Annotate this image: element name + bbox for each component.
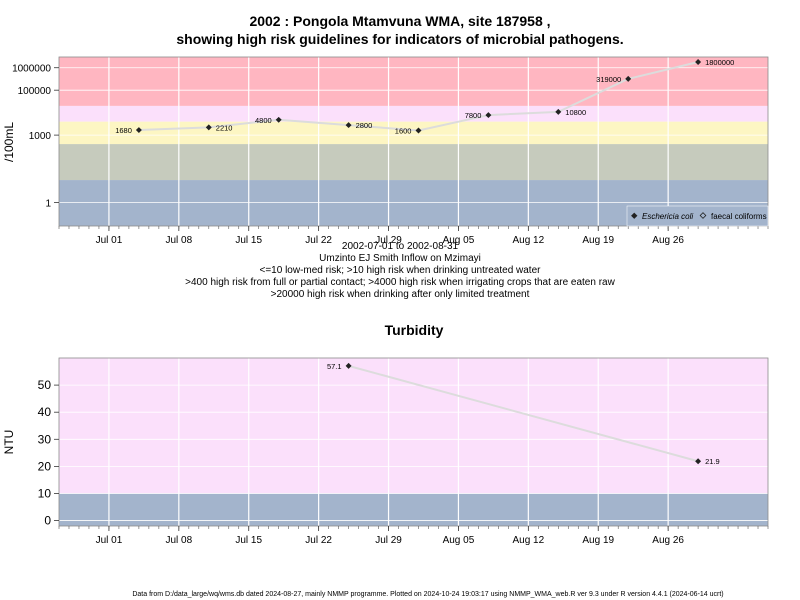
x-tick-label: Jul 15 <box>235 235 262 246</box>
data-label: 10800 <box>565 108 586 117</box>
x-tick-label: Jul 15 <box>235 535 262 546</box>
data-label: 1600 <box>395 127 412 136</box>
y-tick-label: 1 <box>45 199 51 210</box>
risk-band-5 <box>59 57 768 106</box>
legend: Eschericia coli faecal coliforms <box>626 205 769 227</box>
axes: Jul 01 Jul 08 Jul 15 Jul 22 Jul 29 Aug 05 Aug … <box>12 56 769 246</box>
x-tick-label: Jul 08 <box>165 535 192 546</box>
risk-note-3: >20000 high risk when drinking after onl… <box>271 289 530 300</box>
series-line-0 <box>348 364 699 463</box>
x-tick-label: Jul 29 <box>375 535 402 546</box>
x-tick-label: Aug 26 <box>652 235 684 246</box>
legend-marker-faecal <box>699 212 707 219</box>
risk-band-2 <box>59 144 768 181</box>
x-tick-label: Aug 12 <box>512 535 544 546</box>
y-tick-label: 1000000 <box>12 64 51 75</box>
data-label: 2210 <box>216 123 233 132</box>
x-tick-label: Aug 26 <box>652 535 684 546</box>
grid-lines <box>59 57 768 226</box>
data-label: 1800000 <box>705 58 734 67</box>
data-label: 7800 <box>465 111 482 120</box>
data-label: 21.9 <box>705 457 720 466</box>
y-tick-label: 40 <box>38 405 52 419</box>
x-tick-label: Jul 22 <box>305 235 332 246</box>
x-tick-label: Aug 05 <box>443 535 475 546</box>
x-tick-label: Jul 08 <box>165 235 192 246</box>
grid-lines <box>59 358 768 526</box>
y-axis-label-turbidity: NTU <box>2 430 16 455</box>
footer-note: Data from D:/data_large/wq/wms.db dated … <box>132 591 723 598</box>
data-point <box>695 458 702 465</box>
axes: Jul 01 Jul 08 Jul 15 Jul 22 Jul 29 Aug 05 Aug … <box>38 357 769 546</box>
data-label: 57.1 <box>327 362 342 371</box>
legend-box <box>626 205 769 227</box>
risk-band-3 <box>59 121 768 145</box>
plot-frame <box>58 56 769 227</box>
microbial-chart-panel: 1680 2210 4800 2800 1600 7800 10800 319000 18000… <box>2 56 769 246</box>
y-tick-label: 50 <box>38 378 52 392</box>
data-points <box>345 362 702 465</box>
risk-note-2: >400 high risk from full or partial cont… <box>185 277 615 288</box>
risk-band-1 <box>59 493 768 526</box>
data-point <box>205 124 212 131</box>
y-tick-label: 1000 <box>29 131 52 142</box>
plot-frame <box>58 357 769 527</box>
x-tick-label: Aug 19 <box>582 535 614 546</box>
site-name-note: Umzinto EJ Smith Inflow on Mzimayi <box>319 253 481 264</box>
y-axis-label-top: /100mL <box>2 122 16 162</box>
data-label: 4800 <box>255 116 272 125</box>
risk-note-1: <=10 low-med risk; >10 high risk when dr… <box>260 265 542 276</box>
data-point <box>345 362 352 369</box>
risk-bands <box>59 57 768 226</box>
chart-title-line1: 2002 : Pongola Mtamvuna WMA, site 187958… <box>249 13 550 29</box>
date-range-note: 2002-07-01 to 2002-08-31 <box>342 241 459 252</box>
data-labels: 1680 2210 4800 2800 1600 7800 10800 319000 18000… <box>115 58 734 136</box>
y-tick-label: 10 <box>38 486 52 500</box>
data-label: 2800 <box>356 121 373 130</box>
y-tick-label: 30 <box>38 432 52 446</box>
y-tick-label: 20 <box>38 459 52 473</box>
data-point <box>345 122 352 129</box>
chart-title-line2: showing high risk guidelines for indicat… <box>176 31 623 47</box>
legend-item-faecal-coliforms: faecal coliforms <box>711 212 767 221</box>
series-line <box>348 364 699 463</box>
x-tick-label: Jul 29 <box>375 235 402 246</box>
x-tick-label: Jul 01 <box>96 235 123 246</box>
turbidity-chart-panel: 57.1 21.9 Jul 01 Jul 08 Jul 15 Jul 22 Jul 29 A… <box>2 357 769 546</box>
data-label: 319000 <box>596 75 621 84</box>
risk-band-4 <box>59 105 768 122</box>
x-tick-label: Aug 05 <box>443 235 475 246</box>
x-tick-label: Jul 22 <box>305 535 332 546</box>
x-tick-label: Aug 12 <box>512 235 544 246</box>
y-tick-label: 0 <box>44 514 51 528</box>
x-tick-label: Jul 01 <box>96 535 123 546</box>
data-labels: 57.1 21.9 <box>327 362 720 466</box>
turbidity-title: Turbidity <box>385 322 444 338</box>
legend-item-ecoli: Eschericia coli <box>642 212 693 221</box>
y-tick-label: 100000 <box>18 86 52 97</box>
data-label: 1680 <box>115 126 132 135</box>
x-tick-label: Aug 19 <box>582 235 614 246</box>
risk-band-2 <box>59 358 768 494</box>
data-point <box>275 116 282 123</box>
